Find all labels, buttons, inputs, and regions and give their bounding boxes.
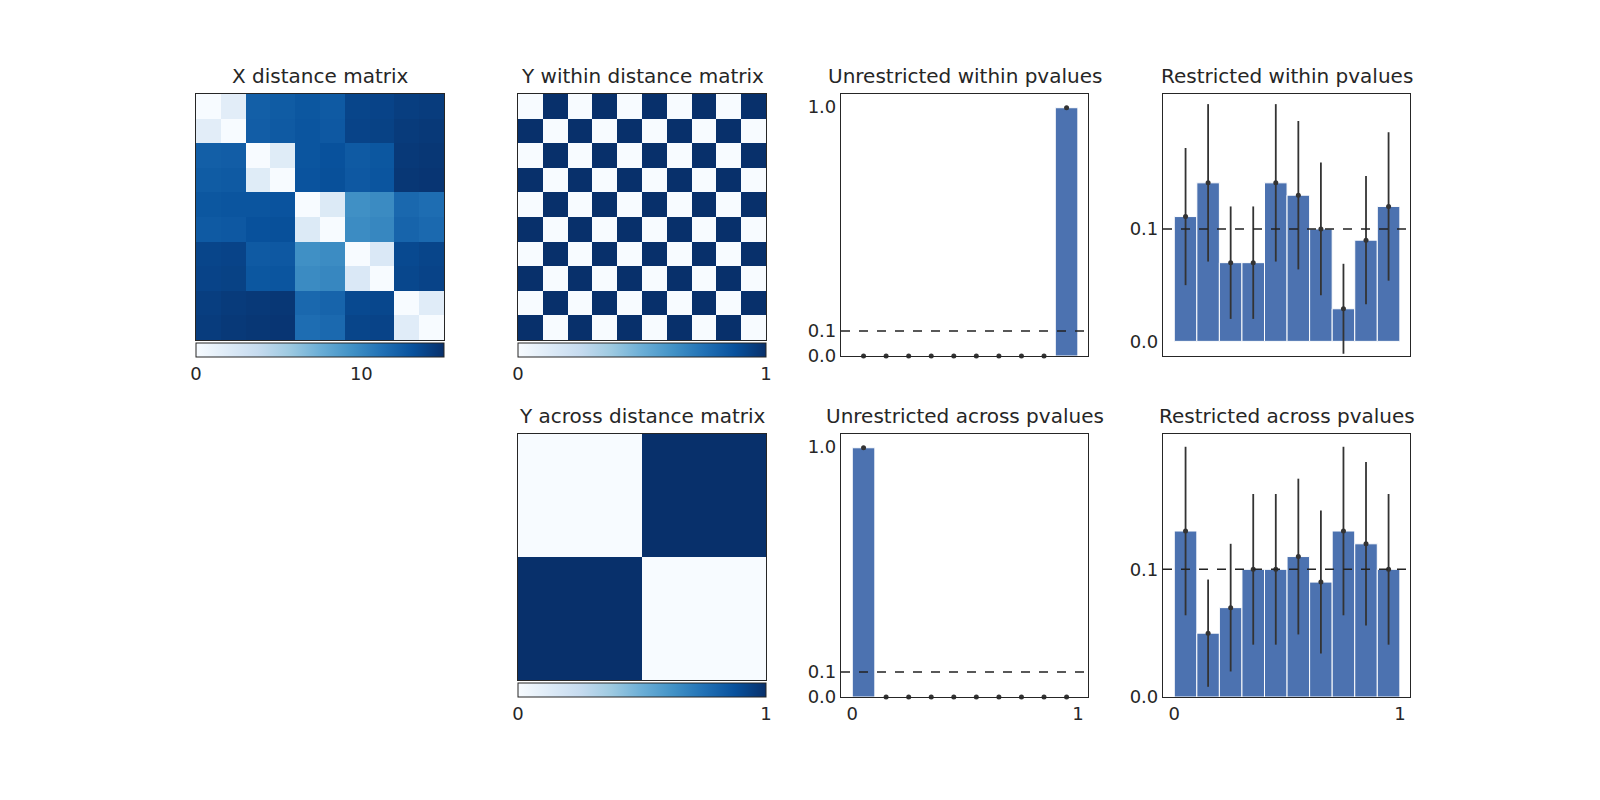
- svg-text:0.1: 0.1: [808, 320, 837, 341]
- svg-text:Y within distance matrix: Y within distance matrix: [521, 64, 764, 88]
- svg-text:1.0: 1.0: [808, 96, 837, 117]
- svg-text:0.0: 0.0: [1130, 331, 1159, 352]
- svg-text:0.0: 0.0: [1130, 686, 1159, 707]
- svg-text:0: 0: [512, 363, 523, 384]
- svg-text:0.1: 0.1: [1130, 218, 1159, 239]
- svg-text:0.0: 0.0: [808, 345, 837, 366]
- svg-text:0: 0: [190, 363, 201, 384]
- svg-text:0: 0: [847, 703, 858, 724]
- svg-text:1: 1: [1394, 703, 1405, 724]
- svg-text:Restricted across pvalues: Restricted across pvalues: [1159, 404, 1415, 428]
- svg-text:Y across distance matrix: Y across distance matrix: [519, 404, 766, 428]
- svg-text:X distance matrix: X distance matrix: [232, 64, 409, 88]
- svg-text:0.1: 0.1: [808, 661, 837, 682]
- svg-text:1.0: 1.0: [808, 436, 837, 457]
- svg-text:Unrestricted within pvalues: Unrestricted within pvalues: [828, 64, 1102, 88]
- svg-text:10: 10: [350, 363, 373, 384]
- svg-text:1: 1: [760, 363, 771, 384]
- svg-text:Restricted within pvalues: Restricted within pvalues: [1161, 64, 1413, 88]
- svg-text:0.1: 0.1: [1130, 559, 1159, 580]
- svg-text:Unrestricted across pvalues: Unrestricted across pvalues: [826, 404, 1104, 428]
- svg-text:0: 0: [1169, 703, 1180, 724]
- svg-text:0: 0: [512, 703, 523, 724]
- svg-text:1: 1: [760, 703, 771, 724]
- svg-text:1: 1: [1072, 703, 1083, 724]
- svg-text:0.0: 0.0: [808, 686, 837, 707]
